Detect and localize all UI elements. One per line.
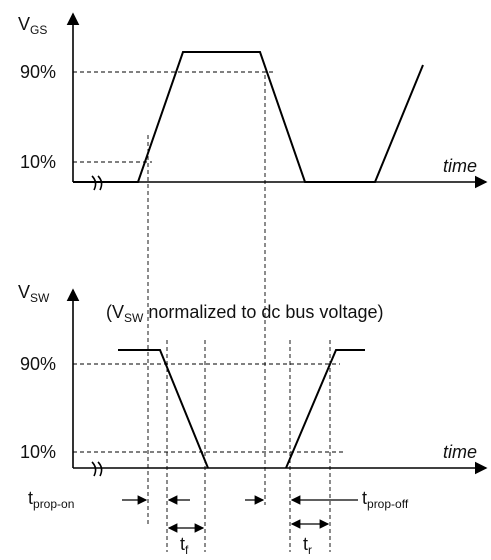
level-label: 90% xyxy=(20,354,56,374)
guides xyxy=(147,75,331,552)
interval-label: tprop-on xyxy=(28,488,74,511)
top-axes xyxy=(66,12,488,191)
vsw-label: VSW xyxy=(18,282,50,305)
note: (VSW normalized to dc bus voltage) xyxy=(106,302,383,325)
level-label: 10% xyxy=(20,152,56,172)
vsw-waveform xyxy=(118,349,365,469)
arrows xyxy=(122,495,358,533)
vgs-label: VGS xyxy=(18,14,47,37)
interval-label: tr xyxy=(303,534,312,557)
bottom-axes xyxy=(66,288,488,477)
interval-label: tprop-off xyxy=(362,488,409,511)
time-label: time xyxy=(443,156,477,176)
time-label: time xyxy=(443,442,477,462)
interval-label: tf xyxy=(180,534,189,557)
level-label: 90% xyxy=(20,62,56,82)
level-label: 10% xyxy=(20,442,56,462)
vgs-waveform xyxy=(73,51,424,183)
